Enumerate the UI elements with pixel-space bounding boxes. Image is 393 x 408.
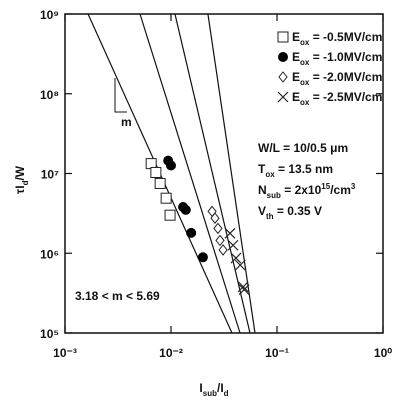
legend-marker (277, 91, 289, 103)
point (166, 160, 176, 171)
y-tick-label: 10⁵ (40, 327, 59, 341)
annotation-part: N (258, 183, 267, 197)
x-tick-label: 10⁻³ (53, 346, 77, 360)
annotation-part: T (258, 162, 266, 176)
annotation-part: 3.18 < m < 5.69 (75, 289, 160, 303)
legend-label: Eox​ = -0.5MV/cm (292, 30, 382, 47)
x-axis-label-part: sub (203, 389, 217, 398)
y-tick-label: 10⁷ (41, 168, 59, 182)
point (150, 166, 162, 178)
point (218, 244, 228, 256)
legend-label-part: ox (300, 98, 310, 107)
y-tick-label: 10⁸ (40, 88, 59, 102)
annotation-part: th (266, 212, 274, 221)
slope-marker (114, 78, 127, 113)
legend-label: Eox​ = -1.0MV/cm (292, 50, 382, 67)
legend-marker (278, 52, 288, 62)
point (180, 204, 191, 215)
annotation-part: V (258, 204, 266, 218)
point (154, 177, 166, 189)
legend-label-part: = -2.0MV/cm (309, 70, 382, 84)
annotation-part: W/L = 10/0.5 μm (258, 141, 348, 155)
point (197, 252, 208, 263)
legend-label-part: E (292, 70, 300, 84)
legend-marker (278, 71, 288, 83)
point (164, 209, 176, 221)
x-axis-label-part: d (224, 389, 229, 398)
point (237, 281, 249, 293)
y-axis-label-part: d (21, 180, 30, 185)
legend-label-part: ox (300, 78, 310, 87)
point (227, 239, 239, 251)
legend-label-part: = -1.0MV/cm (309, 50, 382, 64)
legend-label-part: = -0.5MV/cm (309, 30, 382, 44)
y-tick-label: 10⁶ (40, 247, 59, 261)
annotation-part: = 2x10 (281, 183, 322, 197)
point (210, 212, 220, 225)
point (238, 284, 250, 296)
legend-label-part: E (292, 30, 300, 44)
fit-line (207, 13, 256, 334)
x-axis-label-part: I (199, 381, 202, 395)
y-axis-label-part: τI (13, 185, 27, 194)
legend-label: Eox​ = -2.5MV/cm (292, 90, 382, 107)
legend-label-part: ox (300, 38, 310, 47)
legend-label-part: = -2.5MV/cm (309, 90, 382, 104)
legend-label: Eox​ = -2.0MV/cm (292, 70, 382, 87)
point (234, 259, 246, 271)
point (186, 227, 197, 238)
annotation-part: ox (265, 170, 275, 179)
annotation-part: = 13.5 nm (275, 162, 333, 176)
x-tick-label: 10⁻² (159, 346, 183, 360)
annotation: W/L = 10/0.5 μm (258, 141, 348, 155)
y-tick-label: 10⁹ (40, 8, 59, 22)
point (215, 234, 225, 247)
fit-line (174, 13, 251, 334)
annotation-part: /cm (330, 183, 351, 197)
legend-label-part: E (292, 50, 300, 64)
legend-marker (277, 31, 289, 43)
point (213, 222, 223, 235)
x-axis-label-part: /I (217, 381, 224, 395)
annotation-part: 3 (351, 182, 356, 191)
point (160, 192, 172, 204)
x-tick-label: 10⁰ (374, 346, 392, 360)
y-axis-label-part: /W (13, 165, 27, 180)
annotation: Vth​ = 0.35 V (258, 204, 322, 221)
fit-line (139, 13, 241, 334)
annotation: Tox​ = 13.5 nm (258, 162, 333, 179)
annotation-part: = 0.35 V (274, 204, 322, 218)
annotation-part: 15 (321, 182, 330, 191)
point (224, 227, 236, 239)
annotation-part: sub (267, 191, 281, 200)
y-axis-label: τId​/W (13, 165, 30, 194)
legend-label-part: E (292, 90, 300, 104)
legend-label-part: ox (300, 58, 310, 67)
x-tick-label: 10⁻¹ (265, 346, 289, 360)
annotation: 3.18 < m < 5.69 (75, 289, 160, 303)
point (230, 252, 242, 264)
annotation: Nsub​ = 2x1015​/cm3​ (258, 182, 356, 200)
x-axis-label: Isub​/Id​ (199, 381, 228, 398)
annotation: m (121, 115, 132, 129)
annotation-part: m (121, 115, 132, 129)
